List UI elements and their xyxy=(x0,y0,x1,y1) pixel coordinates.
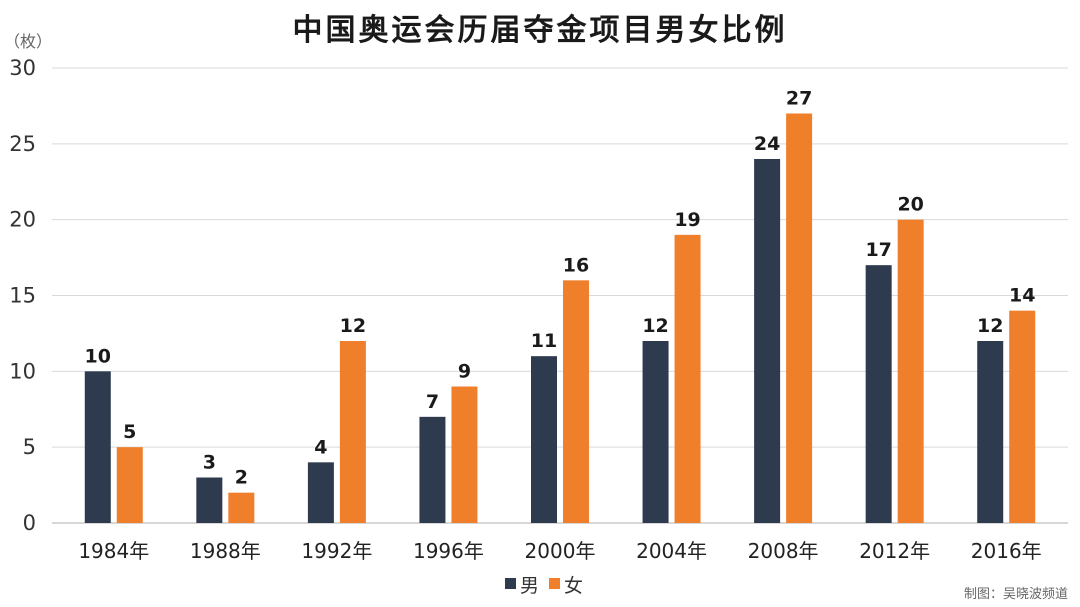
data-label: 3 xyxy=(203,452,216,474)
chart-title: 中国奥运会历届夺金项目男女比例 xyxy=(293,13,788,48)
x-tick-label: 2000年 xyxy=(525,539,596,563)
bar-male xyxy=(531,356,557,523)
bars xyxy=(84,113,1036,524)
legend-label: 女 xyxy=(564,575,583,597)
bar-male xyxy=(419,416,446,523)
data-label: 11 xyxy=(531,330,557,352)
data-label: 17 xyxy=(865,239,891,261)
bar-female xyxy=(674,234,701,524)
bar-male xyxy=(754,159,781,523)
bar-female xyxy=(1009,310,1036,523)
data-label: 9 xyxy=(458,361,471,383)
data-label: 12 xyxy=(340,315,366,337)
y-tick-label: 20 xyxy=(9,208,36,232)
bar-female xyxy=(339,341,366,523)
y-tick-label: 15 xyxy=(9,284,36,308)
x-tick-label: 2004年 xyxy=(636,539,707,563)
legend-swatch xyxy=(505,578,516,589)
y-tick-label: 10 xyxy=(9,359,36,383)
legend-label: 男 xyxy=(520,575,539,597)
x-tick-label: 1992年 xyxy=(301,539,372,563)
data-label: 20 xyxy=(897,194,923,216)
bar-female xyxy=(116,447,143,523)
x-tick-label: 1996年 xyxy=(413,539,484,563)
data-label: 12 xyxy=(977,315,1003,337)
y-axis-unit: （枚） xyxy=(4,32,52,51)
data-label: 27 xyxy=(786,88,812,110)
bar-male xyxy=(84,371,111,523)
y-tick-label: 0 xyxy=(23,511,36,535)
bar-male xyxy=(307,462,334,523)
bar-female xyxy=(897,219,924,523)
y-tick-label: 30 xyxy=(9,56,36,80)
data-label: 14 xyxy=(1009,285,1035,307)
legend: 男女 xyxy=(505,575,583,597)
bar-male xyxy=(642,341,669,523)
bar-male xyxy=(865,265,892,523)
legend-swatch xyxy=(549,578,560,589)
y-tick-label: 5 xyxy=(23,435,36,459)
y-axis-ticks: 0 5 10 15 20 25 30 xyxy=(9,56,36,535)
x-tick-label: 1984年 xyxy=(78,539,149,563)
x-tick-label: 2008年 xyxy=(748,539,819,563)
bar-male xyxy=(196,477,223,523)
data-label: 24 xyxy=(754,133,780,155)
bar-male xyxy=(977,341,1004,523)
bar-female xyxy=(786,113,813,523)
bar-female xyxy=(563,280,589,523)
bar-female xyxy=(451,386,478,523)
x-tick-label: 2016年 xyxy=(971,539,1042,563)
data-label: 5 xyxy=(123,421,136,443)
data-label: 10 xyxy=(85,345,111,367)
data-label: 19 xyxy=(674,209,700,231)
x-tick-label: 1988年 xyxy=(190,539,261,563)
x-axis-ticks: 1984年 1988年 1992年 1996年 2000年 2004年 2008年 2012年… xyxy=(78,539,1041,563)
data-label: 16 xyxy=(563,254,589,276)
data-label: 4 xyxy=(314,436,327,458)
y-tick-label: 25 xyxy=(9,132,36,156)
x-tick-label: 2012年 xyxy=(859,539,930,563)
data-label: 2 xyxy=(235,467,248,489)
data-label: 12 xyxy=(642,315,668,337)
bar-female xyxy=(228,492,255,523)
data-label: 7 xyxy=(426,391,439,413)
chart-credit: 制图：吴晓波频道 xyxy=(964,587,1068,602)
